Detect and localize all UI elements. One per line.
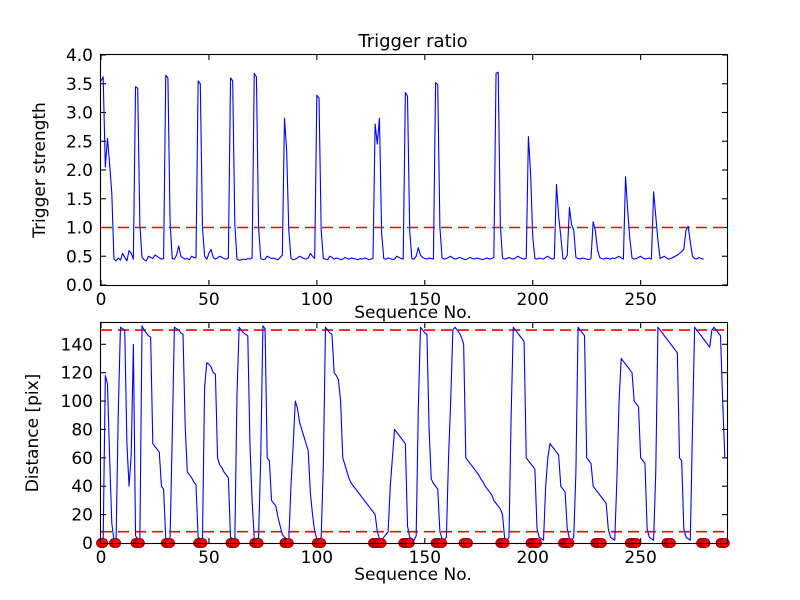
y-tick-label: 1.5	[66, 190, 93, 210]
axes-trigger-ratio: Trigger ratio 0 50 100 150 200 250 0.0 0.5 1.0 1.…	[30, 31, 729, 323]
x-tick-label: 0	[96, 548, 107, 568]
y-tick-label: 120	[61, 364, 93, 384]
x-tick-label: 150	[409, 548, 441, 568]
axes-distance: 0 50 100 150 200 250 0 20 40 60 80 100 120 140 Distan…	[23, 321, 730, 585]
x-axis-label-top: Sequence No.	[354, 303, 471, 323]
y-axis-label-top: Trigger strength	[30, 102, 50, 239]
x-tick-label: 100	[301, 548, 333, 568]
y-tick-label: 0.0	[66, 276, 93, 296]
x-axis-label-bottom: Sequence No.	[354, 565, 471, 585]
y-tick-label: 3.5	[66, 75, 93, 95]
y-tick-label: 2.5	[66, 132, 93, 152]
x-tick-label: 250	[624, 548, 656, 568]
x-tick-label: 50	[198, 548, 220, 568]
axes-frame-top	[99, 53, 729, 287]
axis-ticks-bottom: 0 50 100 150 200 250 0 20 40 60 80 100 120 140	[61, 323, 727, 568]
y-tick-label: 100	[61, 392, 93, 412]
y-tick-label: 4.0	[66, 46, 93, 66]
y-tick-label: 1.0	[66, 219, 93, 239]
x-tick-label: 100	[301, 290, 333, 310]
axes-frame-bottom	[99, 321, 729, 545]
y-tick-label: 0.5	[66, 247, 93, 267]
y-tick-label: 20	[71, 506, 93, 526]
y-tick-label: 40	[71, 477, 93, 497]
x-tick-label: 150	[409, 290, 441, 310]
y-tick-label: 2.0	[66, 161, 93, 181]
x-tick-label: 50	[198, 290, 220, 310]
data-series-line	[100, 325, 726, 541]
axis-ticks-top: 0 50 100 150 200 250 0.0 0.5 1.0 1.5 2.0 2.5 3.0 3.5 4…	[66, 46, 727, 310]
x-tick-label: 250	[624, 290, 656, 310]
data-layer-top	[100, 71, 727, 262]
x-tick-label: 200	[516, 548, 548, 568]
y-tick-label: 0	[82, 534, 93, 554]
x-tick-label: 0	[96, 290, 107, 310]
x-tick-label: 200	[516, 290, 548, 310]
y-tick-label: 3.0	[66, 104, 93, 124]
y-tick-label: 140	[61, 335, 93, 355]
page-title: Trigger ratio	[357, 31, 467, 52]
y-axis-label-bottom: Distance [pix]	[23, 374, 43, 493]
y-tick-label: 60	[71, 449, 93, 469]
data-layer-bottom	[100, 325, 727, 541]
y-tick-label: 80	[71, 420, 93, 440]
data-series-line	[100, 71, 704, 262]
